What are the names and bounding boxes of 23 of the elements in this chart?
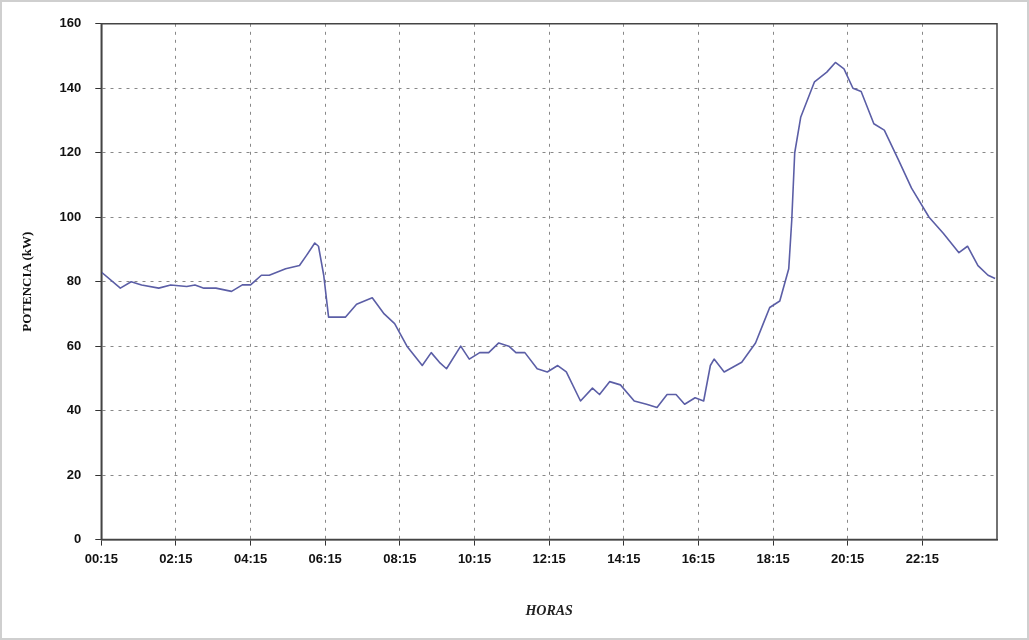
y-tick-label: 100 [59,208,82,224]
x-tick-label: 02:15 [159,550,193,566]
x-tick-label: 22:15 [905,550,939,566]
x-tick-label: 12:15 [532,550,566,566]
x-tick-label: 10:15 [457,550,492,566]
y-tick-label: 0 [74,531,82,547]
y-tick-label: 140 [59,79,82,95]
x-tick-label: 00:15 [84,550,118,566]
y-tick-label: 40 [66,402,82,418]
y-tick-label: 120 [59,144,82,160]
y-tick-label: 60 [66,337,82,353]
x-tick-label: 16:15 [681,550,716,566]
y-tick-label: 20 [66,466,82,482]
y-axis-title: POTENCIA (kW) [19,231,35,332]
y-tick-label: 160 [59,15,82,31]
y-tick-label: 80 [66,273,82,289]
x-tick-label: 14:15 [607,550,641,566]
x-tick-label: 04:15 [233,550,268,566]
x-tick-label: 06:15 [308,550,342,566]
x-tick-label: 18:15 [756,550,790,566]
x-axis-title: HORAS [524,603,574,619]
x-tick-label: 08:15 [383,550,417,566]
x-tick-label: 20:15 [831,550,865,566]
